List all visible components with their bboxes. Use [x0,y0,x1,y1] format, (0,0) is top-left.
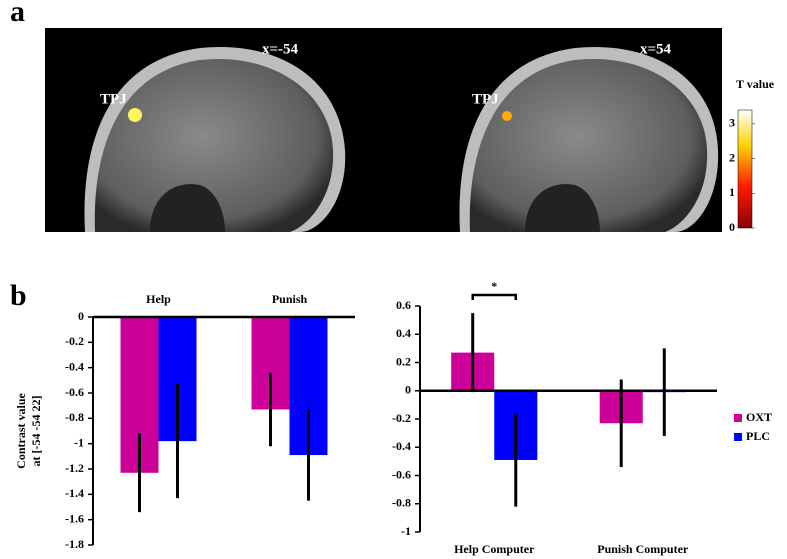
x-tick-label: Punish Computer [597,542,689,556]
legend-swatch [734,433,742,441]
y-tick-label: -0.8 [65,410,84,424]
x-tick-label: Help Computer [454,542,535,556]
y-tick-label: 0.6 [396,298,411,312]
y-tick-label: -1.2 [65,461,84,475]
y-tick-label: -0.4 [392,439,411,453]
y-tick-label: 0 [78,309,84,323]
y-tick-label: -1.8 [65,537,84,551]
y-tick-label: 0 [405,383,411,397]
region-label: TPJ [100,91,127,107]
legend-label: PLC [746,429,770,443]
y-tick-label: -1 [74,435,84,449]
colorbar-tick-label: 2 [729,150,735,164]
panel-label: b [10,279,27,312]
y-axis-label: at [-54 -54 22] [29,396,43,467]
colorbar-tick-label: 1 [729,185,735,199]
slice-label: x=54 [640,41,672,57]
brain-image [459,46,719,232]
legend-swatch [734,414,742,422]
annotation: * [491,279,497,293]
y-tick-label: -0.4 [65,359,84,373]
colorbar-tick-label: 3 [729,116,735,130]
colorbar-title: T value [736,77,775,91]
brain-image [84,46,346,232]
y-tick-label: -0.6 [392,467,411,481]
significance-bracket [471,293,518,300]
y-tick-label: -1 [401,524,411,538]
y-tick-label: 0.2 [396,354,411,368]
y-tick-label: -1.4 [65,486,84,500]
y-tick-label: -0.2 [392,411,411,425]
y-axis-label: Contrast value [14,393,28,469]
colorbar [737,109,753,229]
panel-label: a [10,0,25,28]
y-tick-label: -0.8 [392,496,411,510]
x-tick-label: Punish [272,292,308,306]
y-tick-label: -0.6 [65,385,84,399]
legend-label: OXT [746,410,772,424]
colorbar-tick-label: 0 [729,220,735,234]
x-tick-label: Help [146,292,171,306]
slice-label: x=-54 [262,41,299,57]
y-tick-label: -1.6 [65,511,84,525]
y-tick-label: -0.2 [65,334,84,348]
region-label: TPJ [472,91,499,107]
y-tick-label: 0.4 [396,326,411,340]
